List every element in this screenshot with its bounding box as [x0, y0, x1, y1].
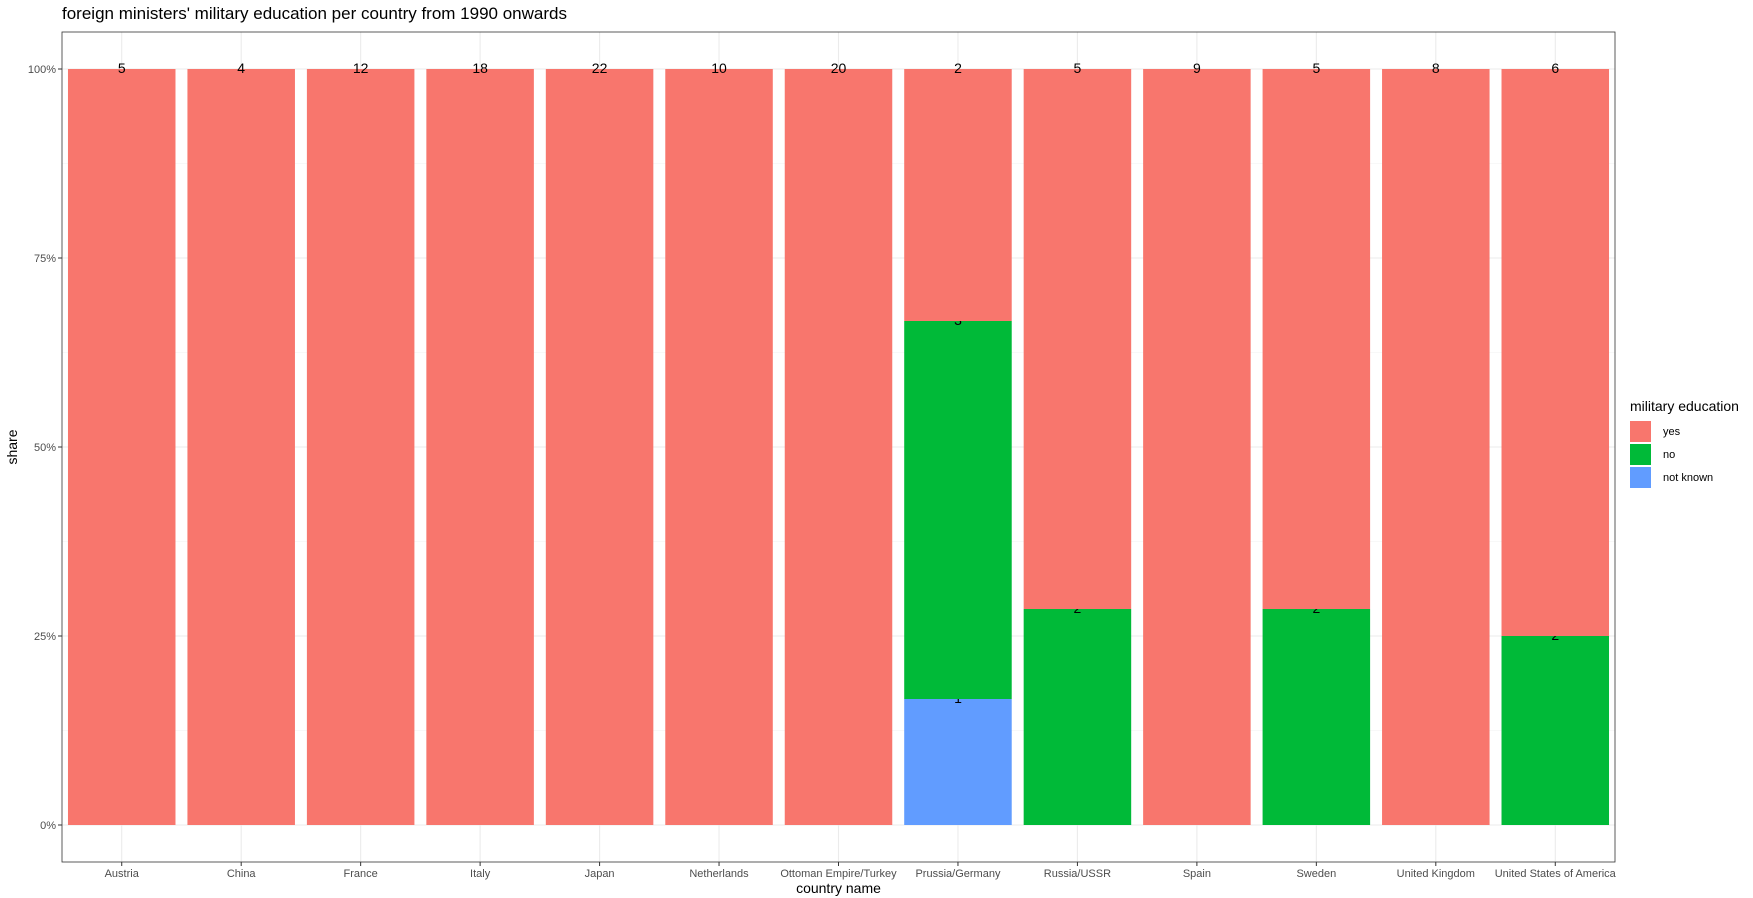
bar-value-label: 9: [1193, 60, 1201, 76]
bar-value-label: 6: [1551, 60, 1559, 76]
bar-value-label: 5: [118, 60, 126, 76]
bar-yes: [306, 69, 415, 825]
y-axis-title: share: [4, 429, 20, 464]
legend-key-yes: [1630, 421, 1651, 442]
x-tick-label: Italy: [470, 868, 491, 880]
y-tick-label: 25%: [34, 631, 56, 643]
legend-label-yes: yes: [1663, 425, 1681, 438]
legend: military education yes no not known: [1630, 398, 1750, 489]
y-tick-label: 0%: [40, 820, 56, 832]
bar-value-label: 12: [353, 60, 369, 76]
legend-key-no: [1630, 444, 1651, 465]
bar-yes: [904, 69, 1012, 321]
bar-yes: [784, 69, 893, 825]
bar-value-label: 10: [711, 60, 727, 76]
x-tick-label: France: [344, 868, 378, 880]
legend-item-no: no: [1630, 443, 1750, 466]
bar-yes: [67, 69, 176, 825]
y-tick-label: 100%: [28, 64, 56, 76]
x-tick-label: Ottoman Empire/Turkey: [780, 868, 897, 880]
bar-value-label: 18: [472, 60, 488, 76]
legend-item-not-known: not known: [1630, 466, 1750, 489]
bar-yes: [545, 69, 654, 825]
bar-yes: [1023, 69, 1132, 609]
legend-key-not-known: [1630, 467, 1651, 488]
bar-value-label: 2: [954, 60, 962, 76]
bar-value-label: 5: [1074, 60, 1082, 76]
bar-value-label: 4: [237, 60, 245, 76]
bar-value-label: 5: [1312, 60, 1320, 76]
y-tick-label: 75%: [34, 253, 56, 265]
x-tick-label: United States of America: [1495, 868, 1617, 880]
x-tick-label: Sweden: [1296, 868, 1336, 880]
legend-title: military education: [1630, 398, 1739, 414]
x-tick-label: Japan: [585, 868, 615, 880]
bar-no: [1262, 609, 1371, 825]
bar-yes: [1382, 69, 1490, 825]
bar-value-label: 20: [831, 60, 847, 76]
x-tick-label: Prussia/Germany: [915, 868, 1000, 880]
x-tick-label: Spain: [1183, 868, 1211, 880]
bar-no: [1501, 636, 1610, 825]
x-tick-label: Netherlands: [689, 868, 749, 880]
bar-no: [904, 321, 1012, 699]
legend-item-yes: yes: [1630, 420, 1750, 443]
bar-value-label: 22: [592, 60, 608, 76]
bar-yes: [1501, 69, 1610, 636]
x-tick-label: China: [227, 868, 257, 880]
x-tick-label: Russia/USSR: [1044, 868, 1111, 880]
x-tick-label: United Kingdom: [1397, 868, 1475, 880]
legend-label-no: no: [1663, 448, 1676, 461]
x-axis-title: country name: [796, 880, 881, 896]
y-tick-label: 50%: [34, 442, 56, 454]
bar-yes: [665, 69, 773, 825]
chart-title: foreign ministers' military education pe…: [62, 4, 567, 23]
bar-value-label: 8: [1432, 60, 1440, 76]
bar-yes: [1143, 69, 1251, 825]
bar-no: [1023, 609, 1132, 825]
x-tick-label: Austria: [105, 868, 140, 880]
legend-label-not-known: not known: [1663, 471, 1714, 484]
bar-yes: [1262, 69, 1371, 609]
bar-yes: [426, 69, 534, 825]
bar-not-known: [904, 699, 1012, 825]
bar-yes: [187, 69, 295, 825]
